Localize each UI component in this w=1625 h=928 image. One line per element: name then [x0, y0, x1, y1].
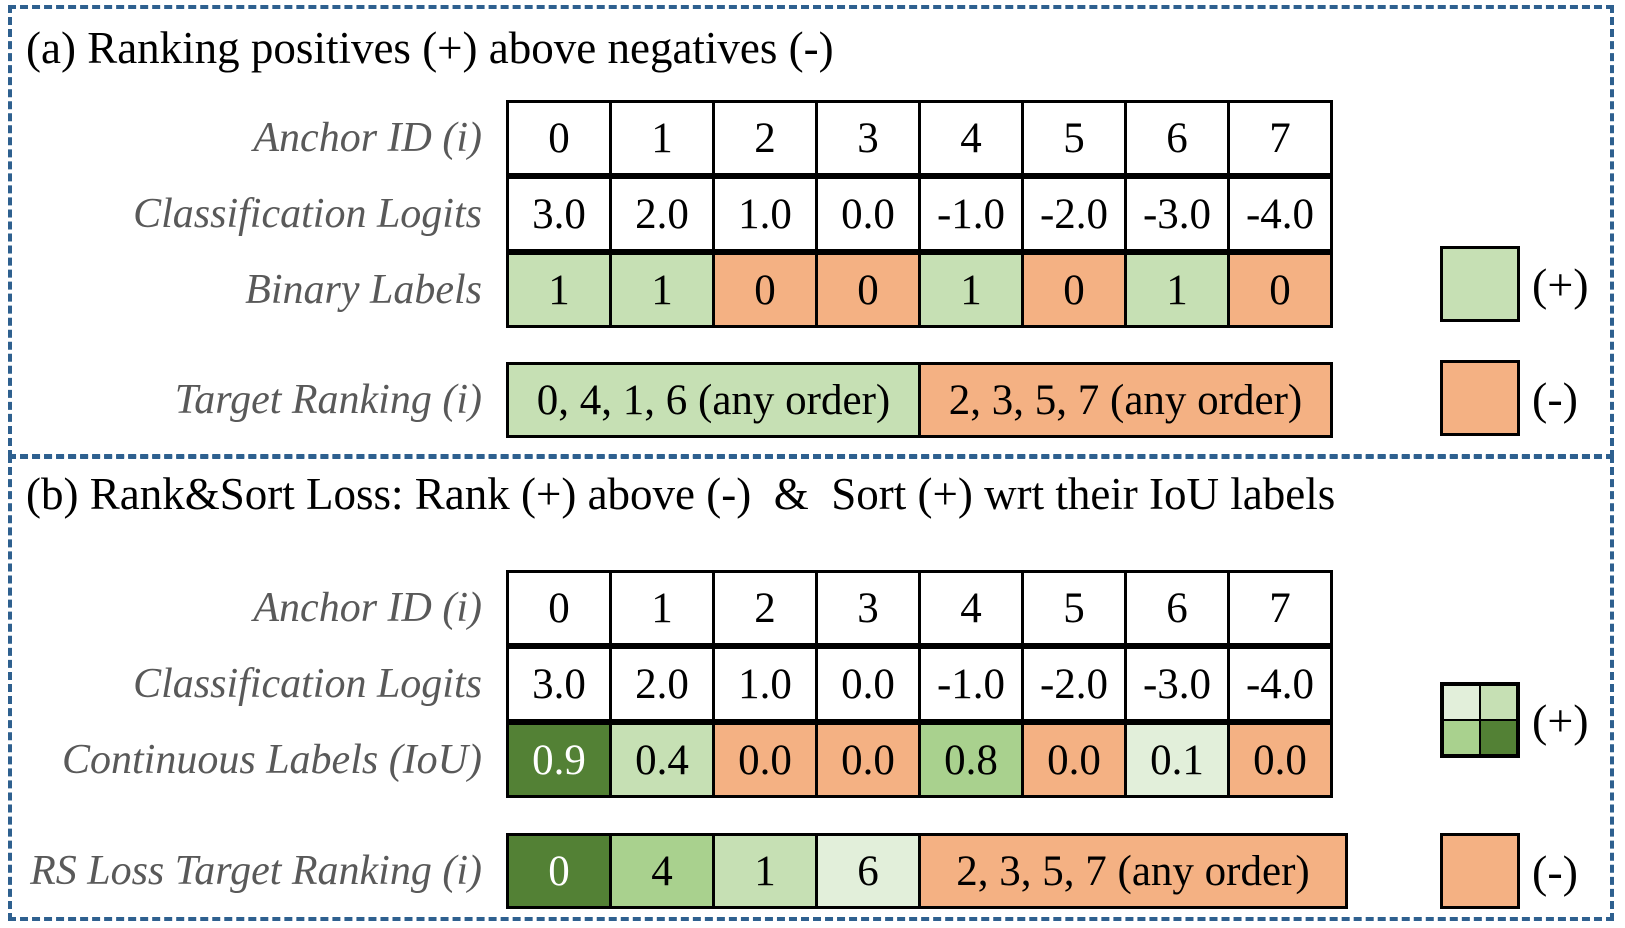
table-cell: 1.0 [712, 176, 818, 252]
table-cell: 3 [815, 570, 921, 646]
target-positives-cell: 0, 4, 1, 6 (any order) [506, 362, 921, 438]
table-cell: 3 [815, 100, 921, 176]
table-cell: 2.0 [609, 176, 715, 252]
table-cell: 0.0 [712, 722, 818, 798]
rs-target-ranking-cells: 0 4 1 6 2, 3, 5, 7 (any order) [506, 833, 1348, 909]
table-cell: 1 [609, 100, 715, 176]
table-cell: 0 [1227, 252, 1333, 328]
table-cell: 6 [1124, 570, 1230, 646]
table-cell: -1.0 [918, 646, 1024, 722]
row-label-rs-loss-target-ranking: RS Loss Target Ranking (i) [30, 848, 482, 894]
panel-a-target-ranking-row: Target Ranking (i) 0, 4, 1, 6 (any order… [0, 362, 1333, 438]
row-label-binary-labels: Binary Labels [245, 267, 482, 313]
table-cell: 1 [1124, 252, 1230, 328]
panel-b-rs-target-ranking-row: RS Loss Target Ranking (i) 0 4 1 6 2, 3,… [0, 833, 1348, 909]
legend-a-positive-swatch [1440, 246, 1520, 322]
row-label-anchor-id: Anchor ID (i) [253, 115, 482, 161]
table-cell: -3.0 [1124, 176, 1230, 252]
legend-b-negative-swatch [1440, 833, 1520, 909]
table-cell: 0 [506, 570, 612, 646]
table-cell: 1 [918, 252, 1024, 328]
table-cell: 3.0 [506, 646, 612, 722]
table-cell: 5 [1021, 100, 1127, 176]
panel-a-binary-labels-row: Binary Labels 1 1 0 0 1 0 1 0 [0, 252, 1333, 328]
table-cell: 0.0 [815, 646, 921, 722]
rs-rank-cell: 6 [815, 833, 921, 909]
panel-a-title: (a) Ranking positives (+) above negative… [26, 23, 834, 73]
panel-b-frame [8, 455, 1614, 921]
table-cell: 7 [1227, 100, 1333, 176]
table-cell: -4.0 [1227, 646, 1333, 722]
legend-a-negative-label: (-) [1532, 372, 1578, 424]
panel-b-logits-row: Classification Logits 3.0 2.0 1.0 0.0 -1… [0, 646, 1333, 722]
table-cell: 2 [712, 100, 818, 176]
target-ranking-cells: 0, 4, 1, 6 (any order) 2, 3, 5, 7 (any o… [506, 362, 1333, 438]
rs-rank-cell: 0 [506, 833, 612, 909]
table-cell: 6 [1124, 100, 1230, 176]
table-cell: 1 [506, 252, 612, 328]
rs-negatives-cell: 2, 3, 5, 7 (any order) [918, 833, 1348, 909]
legend-b-positive-gradient-swatch [1440, 682, 1520, 758]
table-cell: 0.4 [609, 722, 715, 798]
table-cell: 0.0 [815, 176, 921, 252]
table-cell: -4.0 [1227, 176, 1333, 252]
table-cell: 0.9 [506, 722, 612, 798]
table-cell: -3.0 [1124, 646, 1230, 722]
panel-a-logits-row: Classification Logits 3.0 2.0 1.0 0.0 -1… [0, 176, 1333, 252]
table-cell: 1 [609, 252, 715, 328]
table-cell: 0 [815, 252, 921, 328]
legend-a-positive-label: (+) [1532, 258, 1589, 310]
table-cell: 4 [918, 570, 1024, 646]
panel-b-title: (b) Rank&Sort Loss: Rank (+) above (-) &… [26, 469, 1336, 519]
target-negatives-cell: 2, 3, 5, 7 (any order) [918, 362, 1333, 438]
legend-quad-cell [1479, 684, 1518, 721]
anchor-id-cells: 0 1 2 3 4 5 6 7 [506, 570, 1333, 646]
table-cell: 4 [918, 100, 1024, 176]
table-cell: 2 [712, 570, 818, 646]
panel-b-anchor-row: Anchor ID (i) 0 1 2 3 4 5 6 7 [0, 570, 1333, 646]
table-cell: 1 [609, 570, 715, 646]
table-cell: -1.0 [918, 176, 1024, 252]
table-cell: -2.0 [1021, 176, 1127, 252]
legend-a-negative-swatch [1440, 360, 1520, 436]
logits-cells: 3.0 2.0 1.0 0.0 -1.0 -2.0 -3.0 -4.0 [506, 646, 1333, 722]
rs-rank-cell: 4 [609, 833, 715, 909]
panel-a-anchor-row: Anchor ID (i) 0 1 2 3 4 5 6 7 [0, 100, 1333, 176]
row-label-classification-logits: Classification Logits [133, 191, 482, 237]
table-cell: 0.1 [1124, 722, 1230, 798]
binary-labels-cells: 1 1 0 0 1 0 1 0 [506, 252, 1333, 328]
rs-rank-cell: 1 [712, 833, 818, 909]
row-label-anchor-id: Anchor ID (i) [253, 585, 482, 631]
legend-quad-cell [1479, 719, 1518, 756]
anchor-id-cells: 0 1 2 3 4 5 6 7 [506, 100, 1333, 176]
table-cell: -2.0 [1021, 646, 1127, 722]
table-cell: 0.8 [918, 722, 1024, 798]
table-cell: 3.0 [506, 176, 612, 252]
table-cell: 0 [712, 252, 818, 328]
iou-labels-cells: 0.9 0.4 0.0 0.0 0.8 0.0 0.1 0.0 [506, 722, 1333, 798]
table-cell: 0.0 [1021, 722, 1127, 798]
table-cell: 2.0 [609, 646, 715, 722]
legend-quad-cell [1442, 719, 1481, 756]
panel-b-iou-labels-row: Continuous Labels (IoU) 0.9 0.4 0.0 0.0 … [0, 722, 1333, 798]
legend-quad-cell [1442, 684, 1481, 721]
table-cell: 0 [1021, 252, 1127, 328]
table-cell: 1.0 [712, 646, 818, 722]
row-label-classification-logits: Classification Logits [133, 661, 482, 707]
row-label-target-ranking: Target Ranking (i) [174, 377, 482, 423]
legend-b-negative-label: (-) [1532, 845, 1578, 897]
table-cell: 0 [506, 100, 612, 176]
legend-b-positive-label: (+) [1532, 694, 1589, 746]
table-cell: 5 [1021, 570, 1127, 646]
table-cell: 0.0 [815, 722, 921, 798]
row-label-continuous-labels-iou: Continuous Labels (IoU) [62, 737, 482, 783]
table-cell: 7 [1227, 570, 1333, 646]
logits-cells: 3.0 2.0 1.0 0.0 -1.0 -2.0 -3.0 -4.0 [506, 176, 1333, 252]
table-cell: 0.0 [1227, 722, 1333, 798]
